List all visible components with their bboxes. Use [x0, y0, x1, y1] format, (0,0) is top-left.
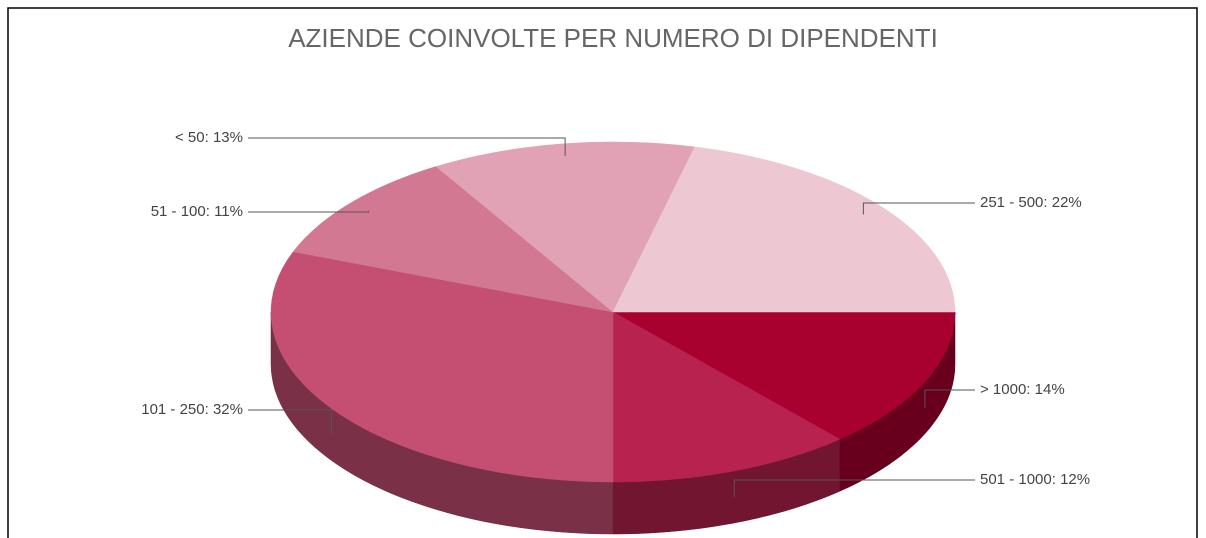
label-separator: : [1052, 471, 1060, 488]
label-value: 11% [214, 203, 243, 220]
label-value: 12% [1060, 471, 1090, 488]
leader-line [924, 389, 975, 408]
label-separator: : [1026, 381, 1034, 398]
slice [612, 311, 841, 483]
leader-line [733, 479, 975, 497]
label-separator: : [206, 203, 214, 220]
label-value: 13% [213, 129, 243, 146]
label-category: 51 - 100 [151, 203, 206, 220]
data-label: 101 - 250: 32% [141, 401, 243, 418]
label-value: 22% [1052, 194, 1082, 211]
slice [435, 141, 696, 313]
data-label: > 1000: 14% [980, 381, 1065, 398]
chart-title: AZIENDE COINVOLTE PER NUMERO DI DIPENDEN… [288, 23, 938, 53]
data-label: 501 - 1000: 12% [980, 471, 1090, 488]
label-category: 251 - 500 [980, 194, 1043, 211]
leader-line [862, 202, 975, 215]
label-separator: : [1043, 194, 1051, 211]
slice [612, 146, 956, 313]
data-label: 251 - 500: 22% [980, 194, 1082, 211]
label-separator: : [205, 129, 213, 146]
slice [270, 251, 614, 483]
label-category: 501 - 1000 [980, 471, 1052, 488]
slice [292, 166, 614, 313]
label-separator: : [205, 401, 213, 418]
label-category: < 50 [175, 129, 205, 146]
label-value: 32% [213, 401, 243, 418]
label-category: > 1000 [980, 381, 1026, 398]
label-value: 14% [1035, 381, 1065, 398]
slice [612, 311, 956, 440]
data-label: < 50: 13% [175, 129, 243, 146]
leader-line [248, 137, 566, 156]
leader-line [248, 409, 333, 435]
data-label: 51 - 100: 11% [151, 203, 243, 220]
label-category: 101 - 250 [141, 401, 204, 418]
leader-line [248, 210, 370, 213]
